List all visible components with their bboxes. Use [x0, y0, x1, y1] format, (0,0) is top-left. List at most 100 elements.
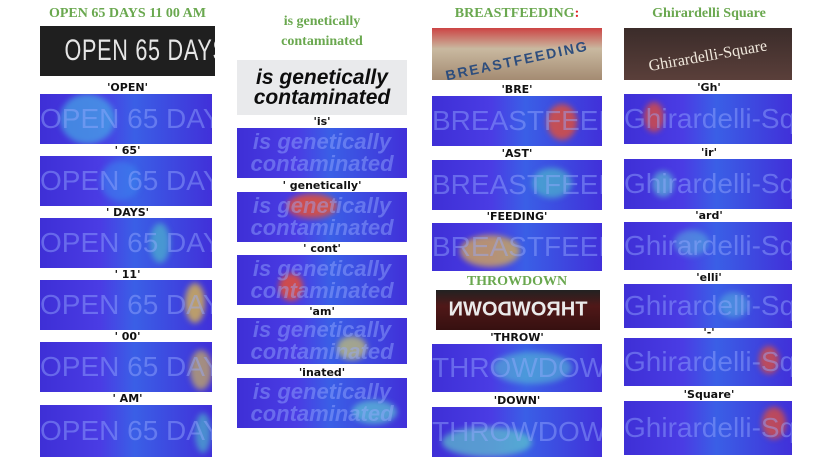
photo-ghirardelli-square: Ghirardelli-Square [624, 28, 792, 80]
attention-hotspot [532, 168, 572, 198]
attention-map-text-line-2: contaminated [250, 151, 394, 176]
attention-map-text: OPEN 65 DAYS 11 [40, 165, 212, 196]
title-line-2: contaminated [281, 34, 363, 49]
token-label-open: 'OPEN' [107, 81, 148, 94]
token-label-00: ' 00' [114, 330, 141, 343]
attention-map-65: OPEN 65 DAYS 11 [40, 156, 212, 206]
attention-hotspot [185, 283, 205, 323]
token-label-am-2: 'am' [309, 305, 335, 318]
attention-hotspot [719, 292, 749, 318]
attention-map-genetically: is genetically contaminated [237, 192, 407, 242]
photo-text: THROWDOWN [448, 298, 588, 321]
photo-open-sign: OPEN 65 DAYS 11 [40, 26, 215, 76]
attention-map-text: OPEN 65 DAYS 11 [40, 289, 212, 320]
photo-breastfeeding: BREASTFEEDING [432, 28, 602, 80]
photo-open-text: OPEN 65 DAYS 11 [64, 34, 216, 67]
attention-hotspot [150, 223, 170, 263]
attention-hotspot [644, 102, 664, 132]
attention-hotspot [674, 230, 709, 256]
attention-hotspot [100, 161, 140, 201]
token-label-gh: 'Gh' [697, 81, 721, 94]
attention-map-ir: Ghirardelli-Square [624, 159, 792, 209]
token-label-elli: 'elli' [696, 271, 722, 284]
attention-map-am-2: is genetically contaminated [237, 318, 407, 364]
attention-hotspot [279, 273, 303, 301]
attention-map-text: OPEN 65 DAYS 11 [40, 415, 212, 446]
attention-map-text-line-1: is genetically [252, 129, 392, 154]
title-breastfeeding-colon: : [574, 6, 580, 21]
photo-text-line-1: is genetically [256, 65, 388, 89]
attention-map-am: OPEN 65 DAYS 11 [40, 405, 212, 457]
token-label-days: ' DAYS' [105, 206, 150, 219]
token-label-ard: 'ard' [695, 209, 723, 222]
title-breastfeeding-text: BREASTFEEDING [454, 6, 575, 21]
attention-map-text-line-2: contaminated [250, 339, 394, 364]
attention-map-text: OPEN 65 DAYS 11 [40, 103, 212, 134]
attention-map-gh: Ghirardelli-Square [624, 94, 792, 144]
attention-map-bre: BREASTFEEDING [432, 96, 602, 146]
attention-map-text: OPEN 65 DAYS 11 [40, 227, 212, 258]
attention-map-text-line-2: contaminated [250, 215, 394, 240]
attention-hotspot [352, 400, 397, 424]
attention-map-ard: Ghirardelli-Square [624, 222, 792, 270]
attention-map-text: THROWDOWN [432, 352, 602, 383]
attention-hotspot [652, 171, 674, 197]
title-open-65-days: OPEN 65 DAYS 11 00 AM [48, 6, 206, 21]
attention-map-text: Ghirardelli-Square [624, 412, 792, 443]
title-is-genetically: is genetically contaminated [237, 12, 407, 52]
attention-map-text: Ghirardelli-Square [624, 290, 792, 321]
attention-hotspot [759, 346, 779, 374]
token-label-65: ' 65' [114, 144, 141, 157]
attention-map-text: OPEN 65 DAYS 11 [40, 351, 212, 382]
token-label-am: ' AM' [112, 392, 143, 405]
title-throwdown: THROWDOWN [466, 274, 568, 289]
attention-map-text: is genetically contaminated [237, 381, 407, 425]
attention-map-text: Ghirardelli-Square [624, 103, 792, 134]
token-label-11: ' 11' [114, 268, 141, 281]
attention-map-ast: BREASTFEEDING [432, 160, 602, 210]
attention-map-text: Ghirardelli-Square [624, 346, 792, 377]
attention-map-throw: THROWDOWN [432, 344, 602, 392]
photo-text: is genetically contaminated [237, 65, 407, 109]
attention-map-days: OPEN 65 DAYS 11 [40, 218, 212, 268]
attention-map-00: OPEN 65 DAYS 11 [40, 342, 212, 392]
attention-map-text: is genetically contaminated [237, 131, 407, 175]
token-label-genetically: ' genetically' [282, 179, 362, 192]
token-label-dash: '-' [703, 326, 715, 339]
token-label-feeding: 'FEEDING' [486, 210, 548, 223]
attention-map-text: THROWDOWN [432, 416, 602, 447]
photo-text: Ghirardelli-Square [647, 37, 769, 75]
attention-hotspot [287, 194, 337, 218]
token-label-down: 'DOWN' [493, 394, 541, 407]
attention-map-open: OPEN 65 DAYS 11 [40, 94, 212, 144]
attention-map-text-line-1: is genetically [252, 256, 392, 281]
attention-map-is: is genetically contaminated [237, 128, 407, 178]
token-label-is: 'is' [313, 115, 331, 128]
token-label-inated: 'inated' [298, 366, 346, 379]
attention-map-elli: Ghirardelli-Square [624, 284, 792, 328]
attention-map-text-line-1: is genetically [252, 193, 392, 218]
attention-hotspot [492, 352, 572, 384]
title-line-1: is genetically [283, 14, 361, 29]
attention-map-text: Ghirardelli-Square [624, 230, 792, 261]
attention-map-feeding: BREASTFEEDING [432, 223, 602, 271]
attention-map-dash: Ghirardelli-Square [624, 338, 792, 386]
attention-hotspot [442, 427, 532, 457]
attention-map-inated: is genetically contaminated [237, 378, 407, 428]
attention-map-text: is genetically contaminated [237, 319, 407, 363]
photo-text: BREASTFEEDING [444, 37, 590, 80]
attention-map-text: is genetically contaminated [237, 258, 407, 302]
attention-map-text-line-1: is genetically [252, 379, 392, 404]
attention-hotspot [547, 104, 577, 140]
attention-hotspot [60, 94, 115, 144]
title-breastfeeding: BREASTFEEDING: [432, 4, 602, 24]
attention-map-text-line-1: is genetically [252, 318, 392, 342]
token-label-cont: ' cont' [303, 242, 341, 255]
photo-text-line-2: contaminated [253, 85, 391, 109]
token-label-ir: 'ir' [701, 146, 717, 159]
attention-map-square: Ghirardelli-Square [624, 401, 792, 455]
attention-hotspot [195, 413, 211, 453]
photo-throwdown: THROWDOWN [436, 290, 600, 330]
attention-hotspot [190, 350, 212, 390]
attention-map-text: BREASTFEEDING [432, 105, 602, 136]
